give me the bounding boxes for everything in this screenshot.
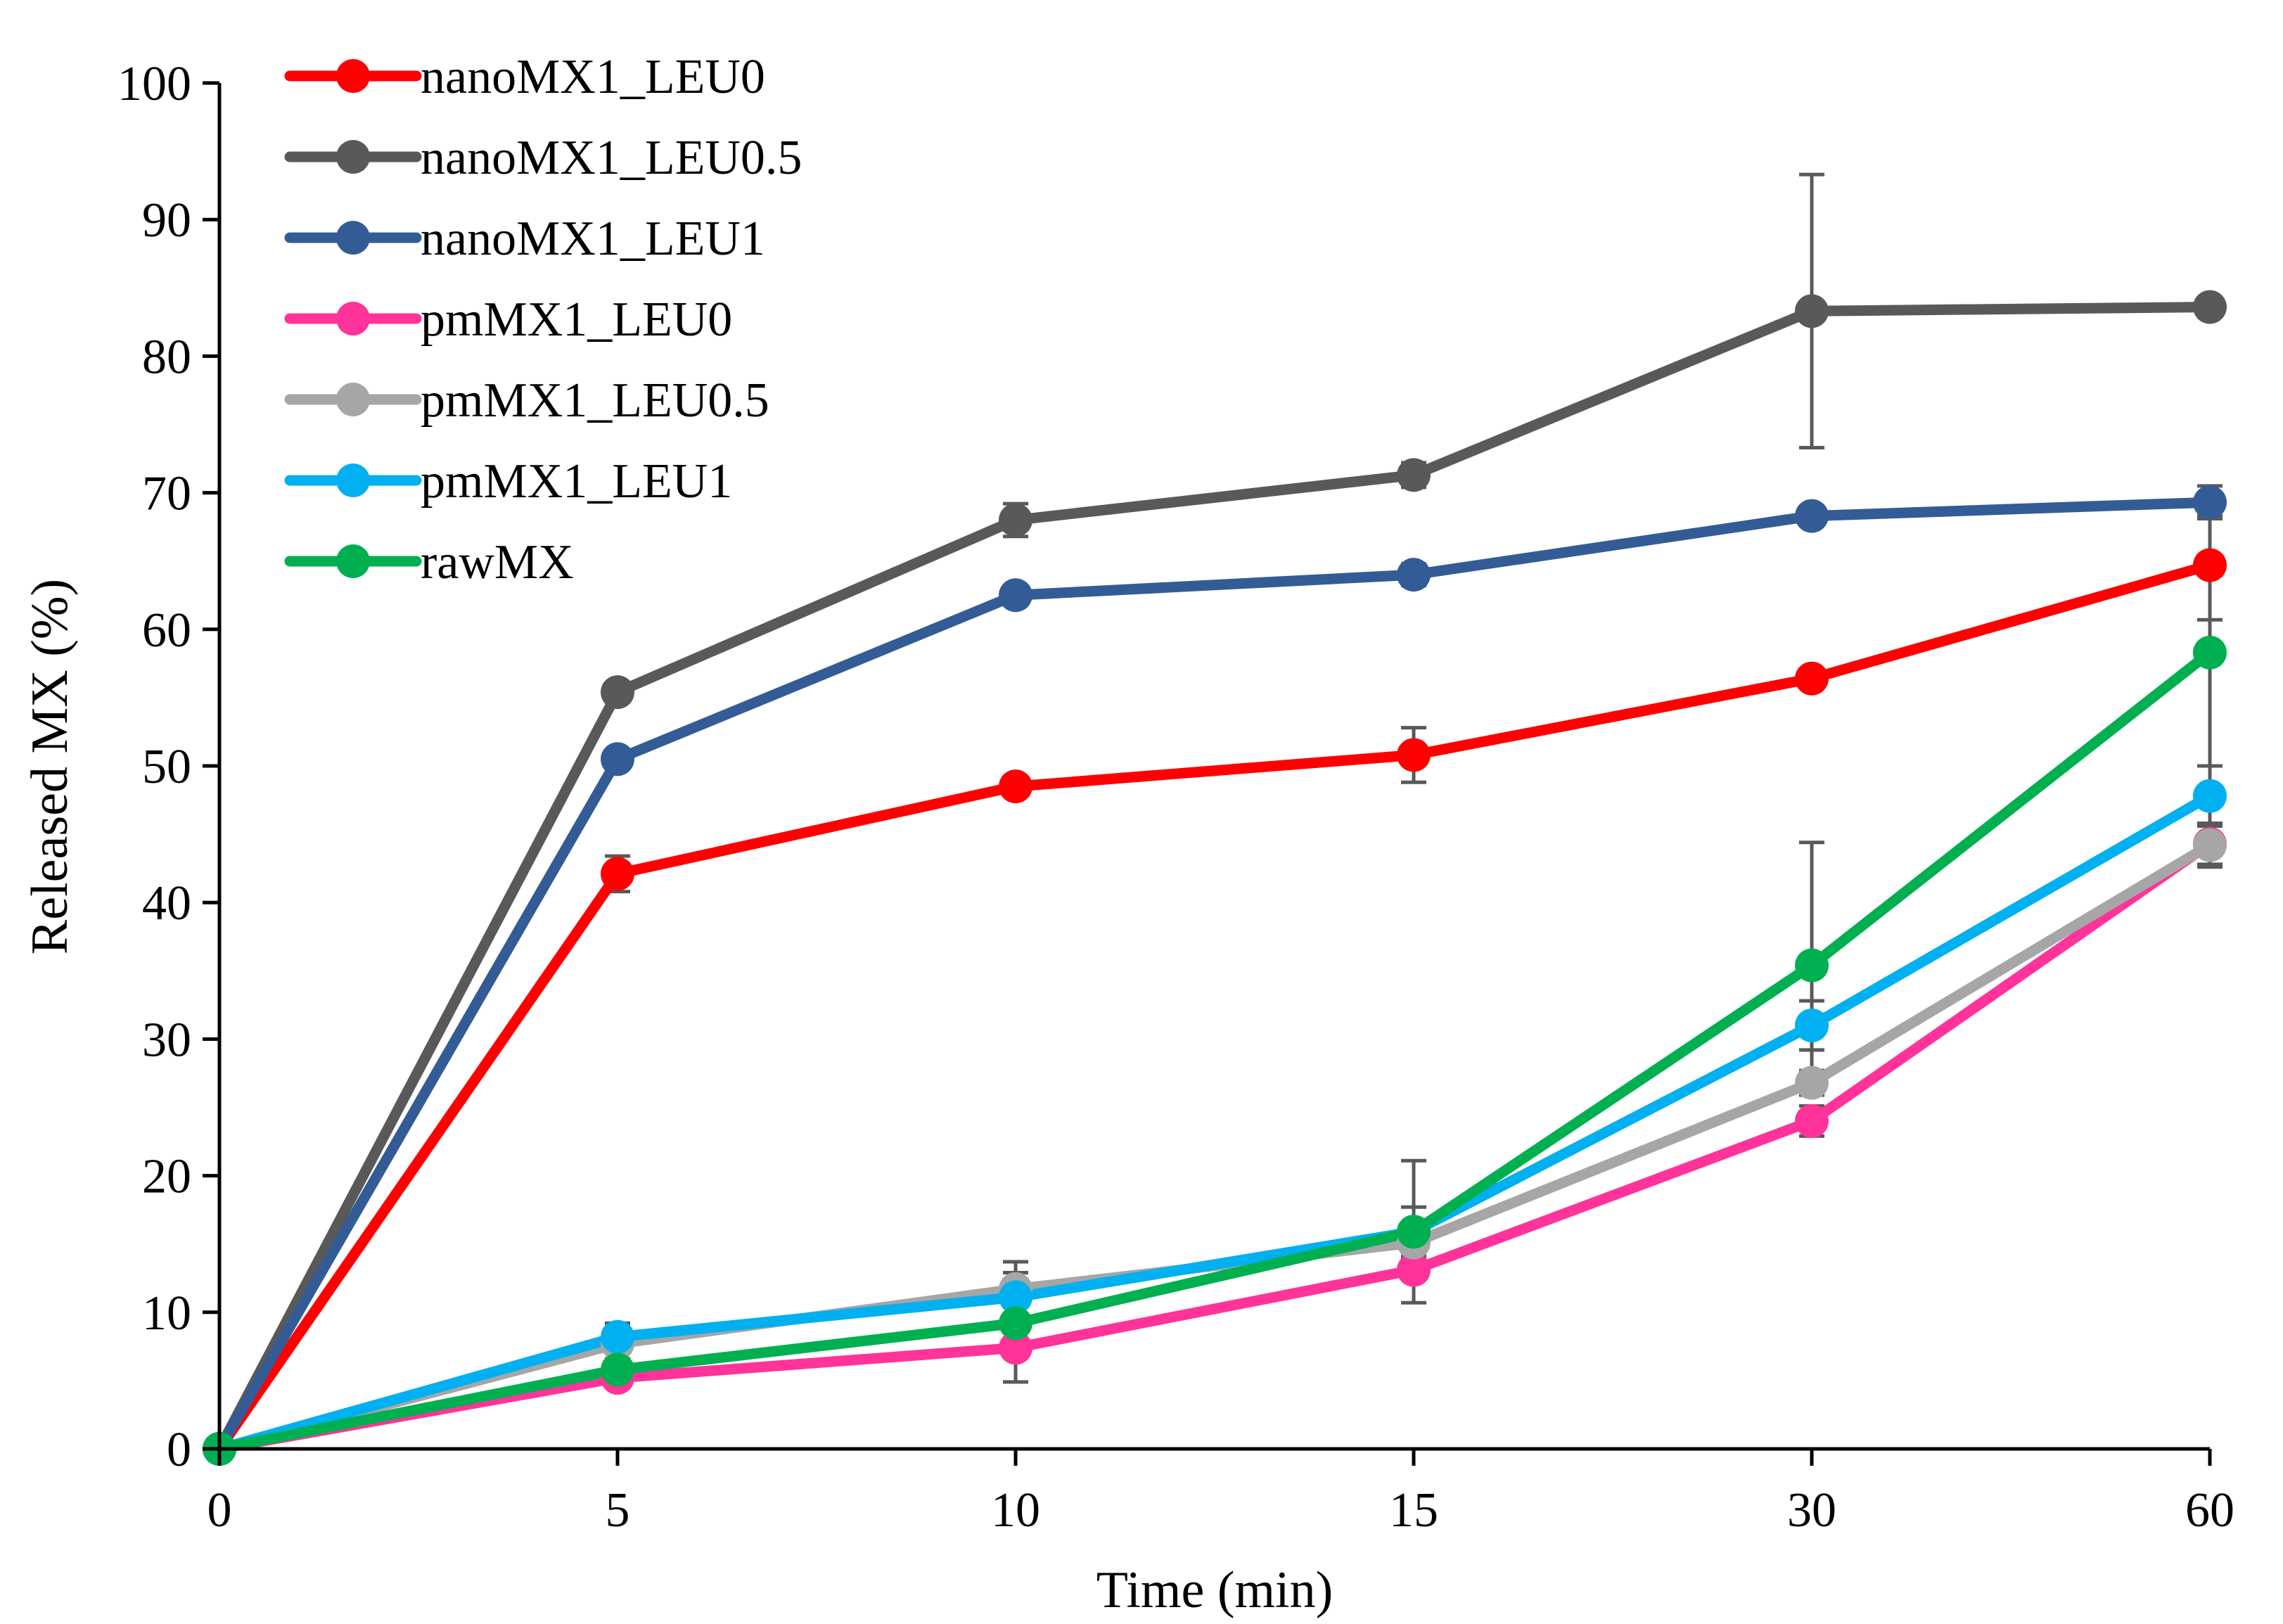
point-nanomx1-leu0-5-15 bbox=[1397, 458, 1431, 492]
point-rawmx-60 bbox=[2193, 635, 2227, 670]
x-axis-title: Time (min) bbox=[1096, 1561, 1333, 1619]
legend: nanoMX1_LEU0 nanoMX1_LEU0.5 nanoMX1_LEU1pm… bbox=[284, 50, 802, 589]
point-nanomx1-leu0-5-60 bbox=[2193, 290, 2227, 324]
error-bars bbox=[605, 172, 2223, 1388]
y-tick-label: 20 bbox=[142, 1150, 191, 1204]
y-tick-label: 60 bbox=[142, 603, 191, 658]
legend-item-nanomx1-leu0: nanoMX1_LEU0 bbox=[284, 50, 765, 104]
point-pmmx1-leu0-10 bbox=[999, 1331, 1032, 1365]
point-nanomx1-leu0-5-5 bbox=[601, 675, 634, 710]
point-nanomx1-leu1-60 bbox=[2193, 485, 2227, 520]
series-markers bbox=[203, 290, 2227, 1466]
point-nanomx1-leu0-5-10 bbox=[999, 503, 1032, 537]
point-nanomx1-leu1-5 bbox=[601, 742, 634, 776]
legend-label: pmMX1_LEU0.5 bbox=[421, 373, 769, 428]
legend-item-pmmx1-leu0-5: pmMX1_LEU0.5 bbox=[284, 373, 769, 428]
point-nanomx1-leu0-30 bbox=[1795, 661, 1829, 696]
legend-item-pmmx1-leu1: pmMX1_LEU1 bbox=[284, 454, 732, 509]
series-line-nanomx1-leu0-5 bbox=[214, 302, 2215, 1454]
legend-swatch-marker bbox=[336, 221, 370, 255]
legend-label: pmMX1_LEU1 bbox=[421, 454, 732, 509]
series-line-nanomx1-leu1 bbox=[214, 497, 2215, 1454]
legend-swatch-marker bbox=[336, 544, 370, 578]
axes: 0 10 20 30 40 50 60 70 80 90 100 0 5 10 15 30 60 Time (mi… bbox=[21, 57, 2234, 1619]
legend-swatch-marker bbox=[336, 463, 370, 497]
legend-item-rawmx: rawMX bbox=[284, 535, 574, 589]
legend-swatch-marker bbox=[336, 140, 370, 174]
y-tick-label: 70 bbox=[142, 467, 191, 521]
point-nanomx1-leu1-15 bbox=[1397, 558, 1431, 592]
legend-label: nanoMX1_LEU0 bbox=[421, 50, 765, 104]
y-tick-label: 90 bbox=[142, 193, 191, 248]
legend-label: rawMX bbox=[421, 535, 574, 589]
legend-swatch-marker bbox=[336, 302, 370, 335]
point-pmmx1-leu0-5-60 bbox=[2193, 828, 2227, 862]
x-tick-label: 60 bbox=[2185, 1483, 2234, 1537]
series-line-rawmx bbox=[214, 647, 2215, 1454]
point-rawmx-30 bbox=[1795, 948, 1829, 983]
series-line-nanomx1-leu0 bbox=[214, 560, 2215, 1454]
series-line-pmmx1-leu1 bbox=[214, 791, 2215, 1454]
y-tick-label: 40 bbox=[142, 876, 191, 931]
legend-item-pmmx1-leu0: pmMX1_LEU0 bbox=[284, 293, 732, 347]
point-nanomx1-leu1-10 bbox=[999, 578, 1032, 613]
y-tick-label: 80 bbox=[142, 330, 191, 384]
legend-item-nanomx1-leu1: nanoMX1_LEU1 bbox=[284, 212, 765, 266]
point-pmmx1-leu1-5 bbox=[601, 1319, 634, 1354]
y-tick-label: 100 bbox=[117, 57, 191, 111]
point-pmmx1-leu0-5-30 bbox=[1795, 1066, 1829, 1100]
x-tick-label: 5 bbox=[606, 1483, 630, 1537]
point-pmmx1-leu0-15 bbox=[1397, 1253, 1431, 1287]
legend-swatch-marker bbox=[336, 59, 370, 93]
point-nanomx1-leu0-5 bbox=[601, 857, 634, 891]
legend-label: nanoMX1_LEU1 bbox=[421, 212, 765, 266]
x-tick-label: 30 bbox=[1787, 1483, 1836, 1537]
legend-swatch-marker bbox=[336, 383, 370, 416]
y-tick-label: 0 bbox=[167, 1423, 191, 1477]
point-nanomx1-leu0-15 bbox=[1397, 738, 1431, 772]
x-tick-label: 10 bbox=[991, 1483, 1040, 1537]
y-tick-label: 30 bbox=[142, 1013, 191, 1067]
series-lines bbox=[214, 302, 2215, 1454]
x-tick-label: 15 bbox=[1389, 1483, 1438, 1537]
point-nanomx1-leu0-60 bbox=[2193, 548, 2227, 582]
point-rawmx-15 bbox=[1397, 1215, 1431, 1249]
point-pmmx1-leu1-10 bbox=[999, 1280, 1032, 1315]
point-pmmx1-leu0-30 bbox=[1795, 1104, 1829, 1138]
point-pmmx1-leu1-60 bbox=[2193, 779, 2227, 813]
point-nanomx1-leu0-5-30 bbox=[1795, 294, 1829, 328]
point-rawmx-5 bbox=[601, 1353, 634, 1387]
point-rawmx-10 bbox=[999, 1306, 1032, 1341]
x-tick-label: 0 bbox=[207, 1483, 232, 1537]
y-tick-label: 10 bbox=[142, 1286, 191, 1341]
y-tick-label: 50 bbox=[142, 740, 191, 794]
point-nanomx1-leu1-30 bbox=[1795, 499, 1829, 533]
legend-label: nanoMX1_LEU0.5 bbox=[421, 131, 802, 185]
legend-label: pmMX1_LEU0 bbox=[421, 293, 732, 347]
legend-item-nanomx1-leu0-5: nanoMX1_LEU0.5 bbox=[284, 131, 802, 185]
point-nanomx1-leu0-10 bbox=[999, 769, 1032, 804]
series-line-pmmx1-leu0 bbox=[214, 838, 2215, 1454]
point-pmmx1-leu1-30 bbox=[1795, 1008, 1829, 1042]
y-axis-title: Released MX (%) bbox=[21, 579, 79, 954]
